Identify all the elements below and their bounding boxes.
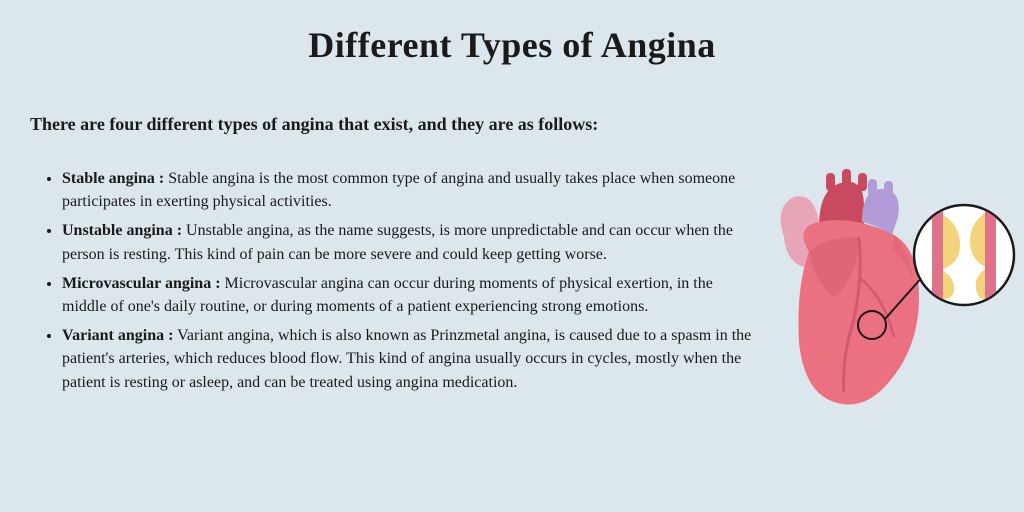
page-title: Different Types of Angina [0, 0, 1024, 66]
content-row: Stable angina : Stable angina is the mos… [0, 135, 1024, 427]
list-item: Stable angina : Stable angina is the mos… [62, 167, 754, 213]
heart-illustration [764, 167, 1018, 427]
intro-text: There are four different types of angina… [0, 66, 1024, 135]
list-item: Variant angina : Variant angina, which i… [62, 324, 754, 394]
list-item: Microvascular angina : Microvascular ang… [62, 272, 754, 318]
term: Microvascular angina : [62, 275, 221, 292]
term: Stable angina : [62, 170, 164, 187]
list-item: Unstable angina : Unstable angina, as th… [62, 219, 754, 265]
term: Unstable angina : [62, 222, 182, 239]
angina-list: Stable angina : Stable angina is the mos… [44, 167, 764, 400]
term: Variant angina : [62, 327, 173, 344]
heart-icon [764, 167, 1018, 427]
